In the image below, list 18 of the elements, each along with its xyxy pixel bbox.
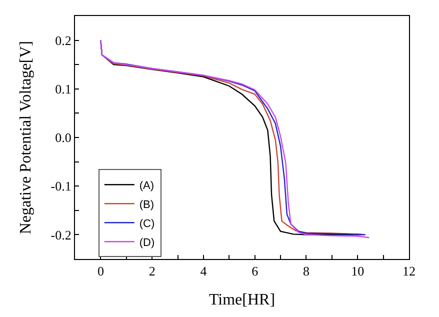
legend-label: (A) [139,180,154,192]
y-tick-label: 0.0 [55,130,72,146]
x-tick-label: 6 [252,264,259,279]
legend-label: (B) [139,198,154,211]
y-tick-label: 0.1 [55,81,72,96]
x-tick-label: 4 [200,264,208,279]
x-tick-label: 8 [302,264,310,279]
y-tick-label: -0.1 [50,178,72,194]
x-tick-label: 0 [97,264,104,279]
x-axis-title: Time[HR] [208,291,276,308]
legend-label: (D) [139,236,155,249]
x-tick-label: 2 [148,264,156,279]
legend-label: (C) [139,218,155,230]
y-tick-label: -0.2 [50,227,72,242]
x-tick-label: 12 [402,264,416,279]
y-tick-label: 0.2 [55,32,72,48]
y-axis-title: Negative Potential Voltage[V] [18,40,35,234]
x-tick-label: 10 [351,264,364,279]
